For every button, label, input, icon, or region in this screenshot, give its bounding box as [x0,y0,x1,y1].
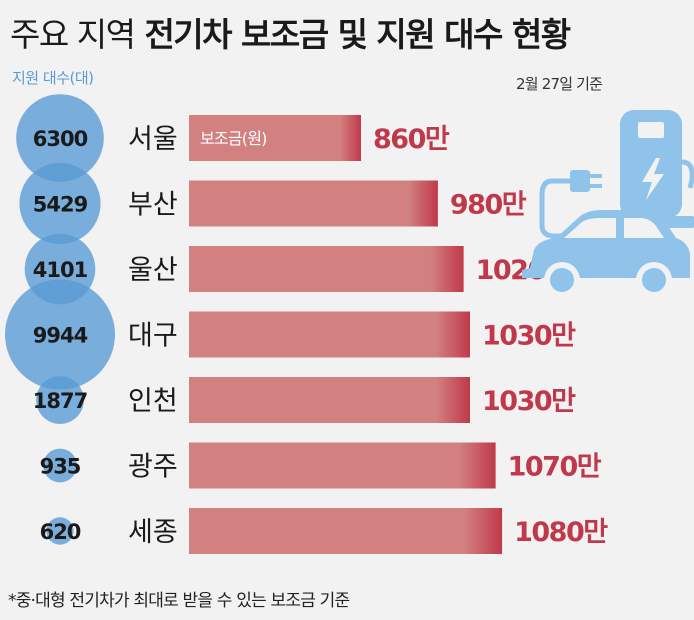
count-label: 1877 [33,389,87,413]
subsidy-bar [189,180,438,227]
footnote: *중·대형 전기차가 최대로 받을 수 있는 보조금 기준 [8,591,350,611]
count-label: 935 [40,455,81,479]
chart-title-bold: 전기차 보조금 및 지원 대수 현황 [144,15,571,54]
count-bubble [5,279,115,390]
subsidy-value-label: 980만 [450,190,527,221]
region-label: 부산 [128,190,178,221]
chart-title: 주요 지역 전기차 보조금 및 지원 대수 현황 [10,8,571,56]
count-bubble [16,94,104,182]
region-label: 울산 [128,255,178,286]
region-label: 세종 [128,517,178,548]
region-label: 광주 [128,452,178,483]
count-bubble [46,517,74,545]
count-bubble [43,448,77,483]
count-label: 620 [40,520,81,544]
subsidy-value-label: 1030만 [482,321,576,352]
subsidy-value-label: 1030만 [482,386,576,417]
chart-title-light: 주요 지역 [10,15,136,54]
count-label: 9944 [33,324,88,348]
count-label: 4101 [33,258,88,282]
ev-charging-car-icon [512,100,694,309]
bar-legend-label: 보조금(원) [200,129,267,148]
region-label: 인천 [128,386,178,417]
subsidy-bar [189,246,464,292]
subsidy-bar [189,377,470,423]
subsidy-value-label: 1080만 [514,517,608,548]
date-note: 2월 27일 기준 [516,75,603,93]
count-bubble [36,376,84,424]
count-bubble [19,162,101,245]
count-label: 6300 [33,127,88,151]
subsidy-bar [189,442,496,489]
subsidy-bar [189,115,361,161]
subsidy-bar [189,311,470,358]
count-label: 5429 [33,193,88,217]
region-label: 서울 [128,124,178,155]
region-label: 대구 [128,321,178,352]
count-legend-label: 지원 대수(대) [12,69,94,87]
subsidy-bar [189,508,503,554]
subsidy-value-label: 860만 [373,124,450,155]
subsidy-value-label: 1070만 [508,452,602,483]
